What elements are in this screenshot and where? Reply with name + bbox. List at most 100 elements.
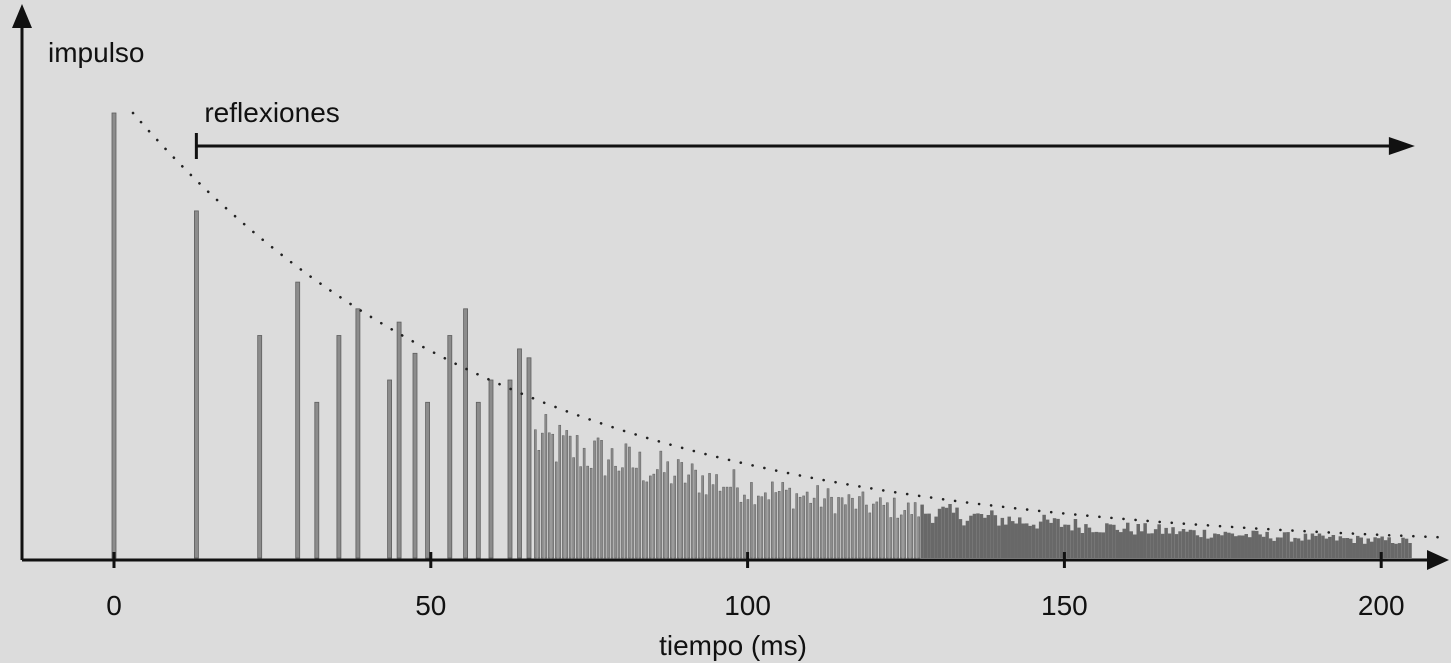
impulse-bar [1035,528,1039,558]
impulse-bar [851,497,854,559]
impulse-bar [355,308,361,559]
impulse-bar [861,491,865,559]
impulse-bar [617,470,621,559]
impulse-bar [1045,519,1050,558]
impulse-bar [336,335,342,559]
x-tick-label: 100 [724,590,771,621]
impulse-bar [1122,528,1126,558]
impulse-bar [854,508,858,559]
impulse-bar [568,435,572,559]
x-axis-label: tiempo (ms) [659,630,807,661]
impulse-bar [1251,530,1255,558]
impulse-bar [958,519,963,558]
impulse-bar [1070,530,1074,558]
impulse-bar [1293,537,1297,558]
impulse-bar [983,517,987,558]
impulse-bar [1077,527,1081,558]
impulse-bar [447,335,453,559]
impulse-bar [743,494,746,559]
impulse-bar [676,459,680,559]
impulse-bar [1216,534,1221,558]
impulse-bar [944,507,949,558]
impulse-bar [1349,538,1353,558]
impulse-bar [826,488,830,559]
impulse-bar [669,483,673,559]
impulse-bar [1352,543,1356,558]
impulse-bar [1108,524,1113,558]
impulse-bar [892,497,896,559]
y-axis-arrow [12,4,32,28]
impulse-bar [1011,521,1015,558]
impulse-bar [788,487,792,559]
impulse-bar [750,482,753,559]
impulse-bar [1383,540,1388,558]
impulse-bar [662,472,666,559]
impulse-bar [1220,535,1224,558]
impulse-bar [1038,521,1043,558]
impulse-bar [558,424,562,559]
impulse-bar [722,486,725,559]
impulse-bar [1324,538,1329,558]
impulse-bar [812,497,816,559]
impulse-bar [805,491,809,559]
impulse-bar [1394,543,1398,558]
impulse-bar [955,507,959,558]
reflections-arrow-head [1388,137,1415,155]
impulse-bar [1223,531,1228,558]
impulse-bar [934,516,938,558]
impulse-bar [111,112,117,559]
impulse-bar [1255,530,1259,558]
impulse-bar [781,482,785,559]
impulse-bar [575,435,579,559]
impulse-bar [830,496,833,559]
impulse-bar [488,379,494,559]
impulse-bar [638,451,642,559]
impulse-bar [1227,532,1231,558]
impulse-bar [1366,538,1370,558]
impulse-bar [784,489,788,559]
impulse-bar [1084,524,1088,558]
impulse-bar [551,433,555,559]
impulse-bar [412,352,418,559]
impulse-bar [1153,529,1158,558]
impulse-bar [1376,538,1381,558]
impulse-bar [795,493,799,559]
impulse-bar [837,497,840,559]
impulse-bar [507,379,513,559]
impulse-bar [1119,532,1123,558]
impulse-bar [1000,517,1005,558]
impulse-bar [666,461,670,559]
impulse-bar [1363,543,1367,558]
impulse-bar [1091,532,1095,558]
impulse-bar [951,512,956,558]
impulse-bar [635,467,638,559]
impulse-bar [886,502,889,559]
impulse-bar [1317,533,1322,558]
impulse-bar [554,461,558,559]
impulse-bar [526,357,532,559]
impulse-bar [823,498,826,559]
impulse-bar [1143,523,1147,558]
impulse-bar [1052,518,1057,558]
impulse-bar [1331,535,1336,558]
impulse-bar [579,466,582,559]
impulse-bar [979,514,984,558]
impulse-bar [690,463,694,559]
impulse-bar [923,513,928,558]
impulse-bar [631,467,635,559]
x-tick-label: 200 [1358,590,1405,621]
impulse-bar [840,497,844,559]
impulse-bar [687,474,690,559]
impulse-bar [910,514,914,559]
impulse-bar [628,446,631,559]
impulse-bar [816,485,819,559]
impulse-bar [1028,525,1032,558]
impulse-bar [1387,537,1391,558]
impulse-bar [1056,518,1060,558]
impulse-bar [844,504,847,559]
x-tick-label: 50 [415,590,446,621]
impulse-bar [767,499,771,559]
impulse-bar [920,504,924,558]
impulse-bar [1174,534,1179,558]
impulse-bar [1004,524,1008,558]
